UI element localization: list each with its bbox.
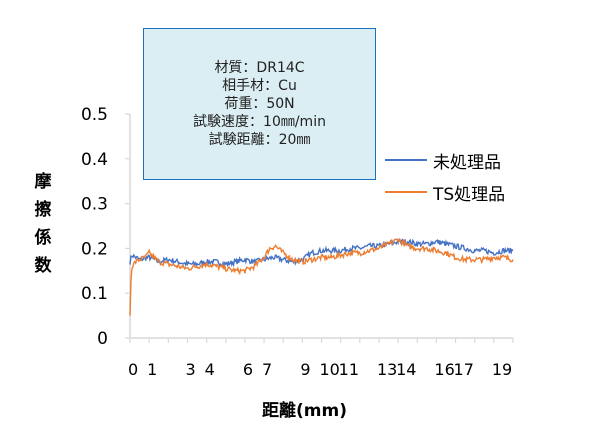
y-axis-label-char: 係 [34,228,52,248]
x-tick-label: 3 [185,360,195,379]
legend-item-ts-treated: TS処理品 [385,176,505,208]
chart-legend: 未処理品 TS処理品 [385,144,505,208]
info-line-material: 材質：DR14C [214,60,305,76]
legend-swatch-ts-treated [385,191,427,193]
x-tick-label: 16 [434,360,454,379]
y-tick-label: 0.2 [81,239,108,259]
x-tick-label: 0 [128,360,138,379]
x-tick-label: 9 [300,360,310,379]
y-axis-label-char: 数 [34,256,52,276]
x-tick-label: 7 [262,360,272,379]
x-tick-label: 14 [396,360,416,379]
info-line-speed: 試験速度：10㎜/min [193,114,326,130]
x-tick-label: 13 [377,360,397,379]
legend-label-ts-treated: TS処理品 [433,184,506,205]
y-tick-label: 0 [97,329,108,349]
x-tick-label: 10 [320,360,340,379]
y-axis-label: 摩擦係数 [30,168,56,280]
x-tick-label: 19 [492,360,512,379]
x-tick-label: 17 [454,360,474,379]
y-axis-label-char: 摩 [34,172,52,192]
legend-item-untreated: 未処理品 [385,144,505,176]
x-axis-label: 距離(mm) [262,401,347,421]
info-line-load: 荷重：50N [224,96,295,112]
y-tick-label: 0.1 [81,284,108,304]
x-tick-label: 4 [205,360,215,379]
legend-swatch-untreated [385,159,427,161]
series-line-0 [129,238,514,268]
x-tick-label: 11 [339,360,359,379]
chart-series [129,237,514,316]
x-tick-label: 6 [243,360,253,379]
y-tick-label: 0.5 [81,105,108,125]
legend-label-untreated: 未処理品 [433,152,501,173]
series-line-1 [129,237,514,316]
y-tick-label: 0.4 [81,150,108,170]
x-tick-label: 1 [147,360,157,379]
y-tick-label: 0.3 [81,195,108,215]
info-line-distance: 試験距離：20㎜ [208,132,311,148]
y-axis-label-char: 擦 [34,200,52,220]
y-axis-ticks: 0 0.1 0.2 0.3 0.4 0.5 [81,105,130,349]
test-conditions-box: 材質：DR14C 相手材：Cu 荷重：50N 試験速度：10㎜/min 試験距離… [143,28,376,180]
info-line-counterpart: 相手材：Cu [222,78,297,94]
